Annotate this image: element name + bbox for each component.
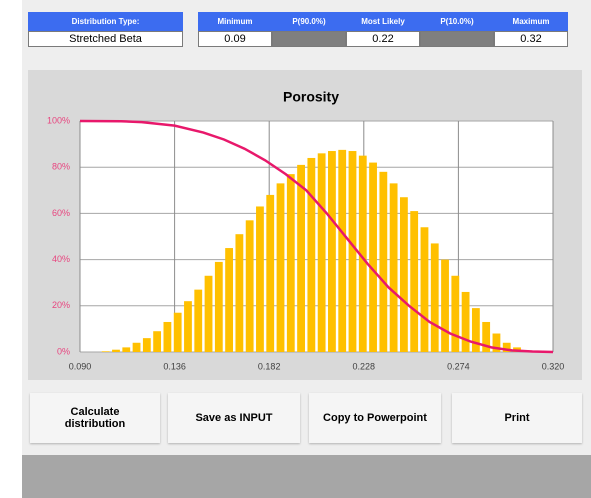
distribution-label: Distribution Type: — [28, 12, 183, 31]
histogram-bar — [482, 321, 491, 352]
histogram-bar — [471, 308, 480, 352]
histogram-bar — [184, 301, 192, 352]
histogram-bar — [379, 171, 388, 352]
x-tick-label: 0.182 — [258, 361, 281, 371]
histogram-bar — [256, 206, 264, 352]
x-tick-label: 0.274 — [447, 361, 470, 371]
histogram-bar — [235, 234, 244, 352]
histogram-bar — [451, 275, 460, 352]
histogram-bar — [286, 174, 295, 352]
maximum-input[interactable]: 0.32 — [494, 31, 568, 47]
histogram-bar — [328, 151, 336, 352]
plot-area — [80, 121, 553, 352]
histogram-bar — [338, 149, 347, 352]
y-tick-label: 100% — [47, 115, 70, 125]
histogram-bar — [204, 275, 213, 352]
histogram-bar — [132, 342, 141, 352]
histogram-bar — [502, 342, 511, 352]
y-tick-label: 40% — [52, 254, 70, 264]
histogram-bar — [122, 347, 131, 352]
column-header: Maximum — [494, 12, 568, 31]
histogram-bar — [153, 331, 162, 352]
histogram-bar — [348, 151, 357, 352]
histogram-bar — [276, 183, 285, 352]
histogram-bar — [142, 338, 151, 352]
button[interactable]: Copy to Powerpoint — [309, 393, 441, 443]
histogram-bar — [173, 312, 182, 352]
histogram-bar — [492, 333, 501, 352]
button[interactable]: Calculate distribution — [30, 393, 160, 443]
histogram-bar — [441, 259, 449, 352]
histogram-bar — [266, 194, 275, 352]
x-tick-label: 0.136 — [163, 361, 186, 371]
chart: Porosity 0% 20% 40% 60% 80% 100% 0.090 0.136 0.1… — [28, 70, 582, 380]
histogram-bar — [163, 321, 172, 352]
p90-cell — [272, 31, 346, 47]
y-tick-label: 60% — [52, 208, 70, 218]
chart-title: Porosity — [283, 89, 339, 105]
y-tick-label: 20% — [52, 300, 70, 310]
column-header: Most Likely — [346, 12, 420, 31]
distribution-value[interactable]: Stretched Beta — [28, 31, 183, 47]
histogram-bar — [307, 157, 316, 352]
most-likely-input[interactable]: 0.22 — [346, 31, 420, 47]
x-tick-label: 0.228 — [353, 361, 376, 371]
footer-background — [22, 455, 591, 498]
p10-cell — [420, 31, 494, 47]
histogram-bar — [358, 155, 367, 352]
histogram-bar — [420, 227, 429, 352]
histogram-bar — [194, 289, 203, 352]
column-header: P(10.0%) — [420, 12, 494, 31]
histogram-bar — [399, 197, 408, 352]
minimum-input[interactable]: 0.09 — [198, 31, 272, 47]
histogram-bar — [410, 211, 419, 352]
histogram-bar — [317, 153, 326, 352]
histogram-bar — [297, 164, 305, 352]
histogram-bar — [225, 248, 234, 352]
y-tick-label: 0% — [57, 346, 70, 356]
column-header: Minimum — [198, 12, 272, 31]
histogram-bar — [389, 183, 398, 352]
x-tick-label: 0.090 — [69, 361, 92, 371]
histogram-bar — [112, 349, 120, 352]
column-header: P(90.0%) — [272, 12, 346, 31]
histogram-bar — [214, 261, 223, 352]
histogram-bar — [369, 162, 377, 352]
histogram-bar — [461, 291, 470, 352]
button[interactable]: Print — [452, 393, 582, 443]
cumulative-line — [79, 119, 554, 354]
histogram-bar — [101, 351, 110, 352]
histogram-bar — [245, 220, 254, 352]
histogram-bar — [430, 243, 439, 352]
y-tick-label: 80% — [52, 162, 70, 172]
button[interactable]: Save as INPUT — [168, 393, 300, 443]
x-tick-label: 0.320 — [542, 361, 565, 371]
